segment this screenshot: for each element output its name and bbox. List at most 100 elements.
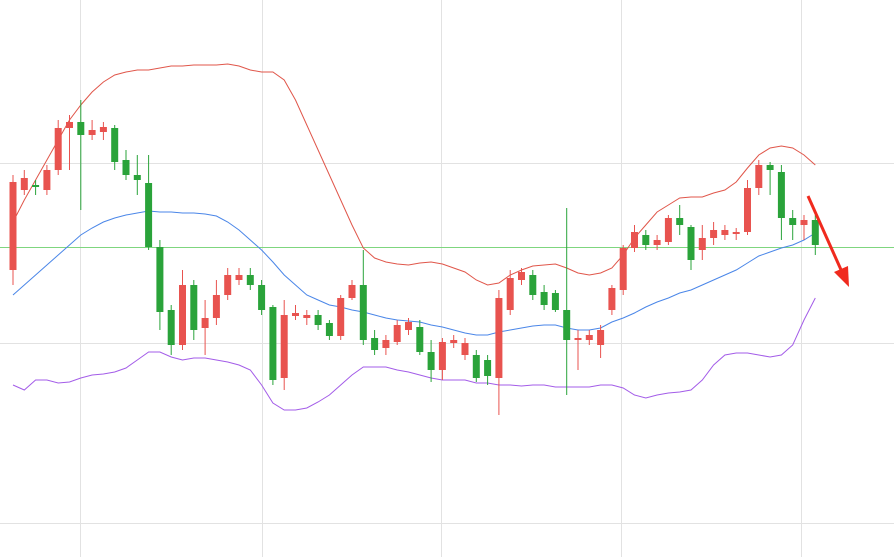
- candle-body: [416, 327, 424, 352]
- candle: [32, 180, 40, 195]
- candle-body: [551, 293, 559, 310]
- candle: [393, 320, 401, 345]
- candle: [122, 150, 130, 180]
- candle-body: [687, 227, 695, 260]
- candle-body: [246, 275, 254, 285]
- candle: [653, 235, 661, 250]
- arrow-head: [834, 266, 849, 287]
- candle: [721, 225, 729, 240]
- candle: [518, 268, 525, 285]
- candle: [167, 305, 175, 355]
- candle: [235, 268, 243, 285]
- candle: [563, 208, 571, 395]
- candle: [325, 320, 333, 340]
- candle-body: [698, 238, 706, 250]
- candle: [224, 268, 232, 300]
- candle-body: [224, 275, 232, 295]
- candle-body: [608, 288, 616, 310]
- candle-body: [597, 330, 605, 345]
- candle: [382, 335, 390, 355]
- candle: [551, 290, 559, 312]
- trend-arrow: [806, 195, 849, 287]
- candle-body: [438, 342, 446, 370]
- candle-body: [179, 285, 186, 345]
- candle: [280, 300, 288, 390]
- plot: [0, 63, 894, 524]
- candle: [811, 215, 819, 255]
- candle: [416, 320, 424, 355]
- candle-body: [405, 322, 412, 330]
- candle-body: [732, 232, 740, 234]
- candle-body: [653, 240, 661, 245]
- candle-body: [145, 183, 153, 247]
- candle-body: [506, 278, 514, 310]
- candle-body: [269, 307, 277, 380]
- candle: [20, 170, 28, 195]
- candle: [529, 270, 537, 300]
- candle-body: [337, 298, 345, 336]
- candle-body: [461, 343, 469, 355]
- candle-body: [574, 338, 582, 340]
- candle: [574, 330, 582, 370]
- candle-body: [43, 170, 51, 190]
- candle-body: [664, 218, 672, 242]
- candle: [777, 165, 785, 240]
- candle: [789, 210, 797, 240]
- candle: [359, 250, 367, 345]
- candle-body: [201, 318, 209, 328]
- candle-body: [122, 160, 130, 175]
- candle: [766, 162, 774, 195]
- candle: [337, 295, 345, 340]
- candle: [145, 155, 153, 250]
- candle-body: [800, 220, 808, 225]
- candle: [461, 338, 469, 360]
- candle: [619, 245, 627, 295]
- candle-body: [766, 165, 774, 170]
- candle-body: [495, 298, 503, 378]
- candle-body: [585, 335, 593, 340]
- candle-body: [66, 122, 73, 128]
- candle: [43, 165, 51, 195]
- candle-body: [156, 247, 164, 312]
- candle: [156, 240, 164, 330]
- band-line: [12, 210, 816, 336]
- arrow-shaft: [806, 195, 844, 273]
- candle-body: [427, 352, 435, 370]
- candle: [642, 230, 650, 250]
- candle-body: [529, 275, 537, 295]
- candle-body: [77, 122, 85, 135]
- candle-body: [111, 128, 119, 162]
- candle: [687, 225, 695, 270]
- candle-body: [292, 313, 299, 316]
- candle-body: [811, 220, 819, 245]
- candle: [54, 120, 62, 175]
- candle: [472, 350, 480, 382]
- candle-body: [9, 182, 17, 270]
- candle-body: [32, 185, 40, 187]
- candle: [9, 175, 17, 285]
- candle: [133, 155, 141, 195]
- candle-body: [348, 285, 356, 298]
- candle: [314, 310, 322, 330]
- candle-body: [371, 338, 379, 350]
- candle-body: [20, 178, 28, 190]
- candle-body: [631, 232, 638, 248]
- candle: [66, 115, 73, 170]
- candle-body: [619, 248, 627, 290]
- candle: [800, 215, 808, 240]
- candle: [540, 285, 548, 310]
- candle-body: [540, 292, 548, 305]
- candle: [585, 330, 593, 345]
- candle: [88, 120, 96, 140]
- candle-body: [755, 165, 763, 188]
- candle: [348, 280, 356, 300]
- candle: [484, 355, 492, 385]
- candle: [755, 160, 763, 195]
- candle: [427, 340, 435, 382]
- candle-body: [99, 127, 107, 132]
- candle: [631, 225, 638, 252]
- candle-body: [744, 188, 751, 232]
- candle-body: [450, 340, 458, 343]
- candle-body: [167, 310, 175, 345]
